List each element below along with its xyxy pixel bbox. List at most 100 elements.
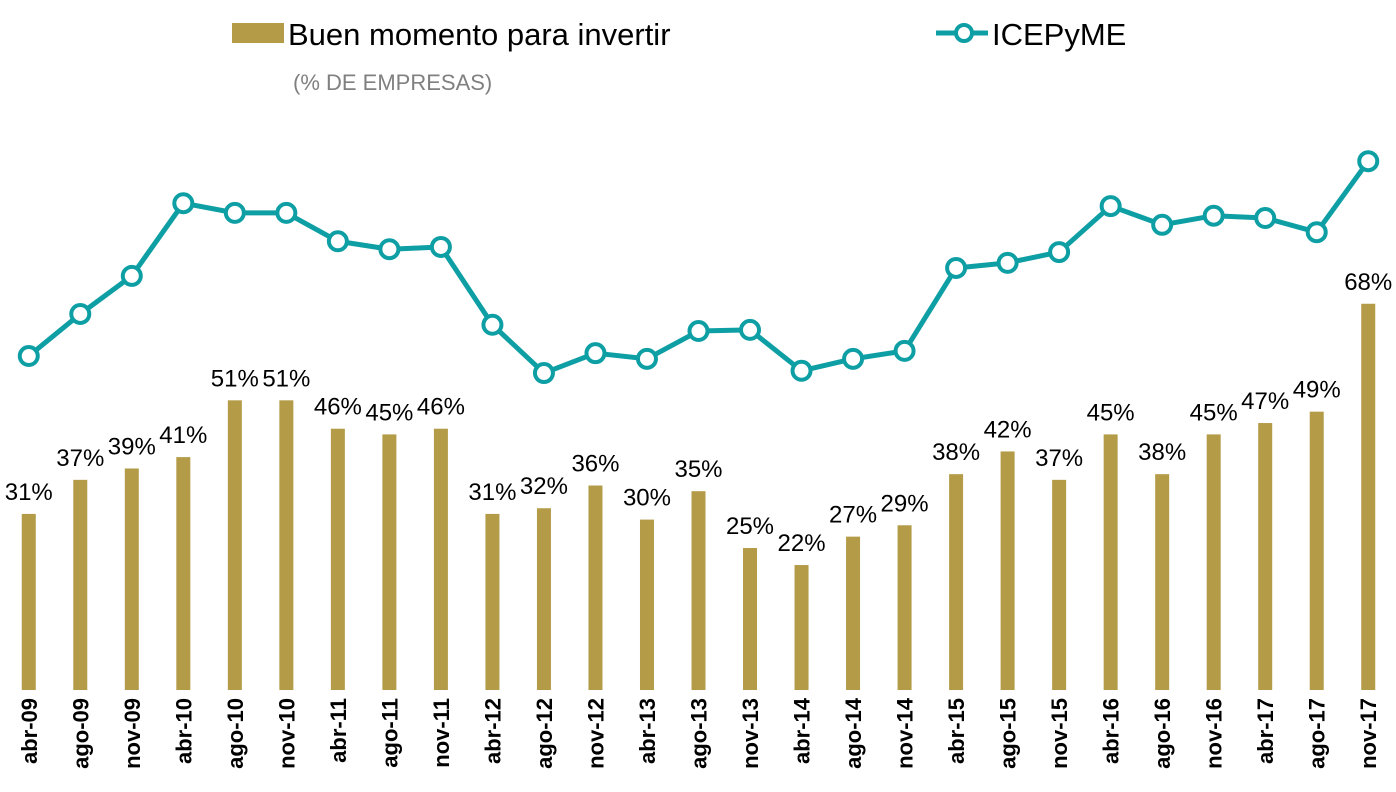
x-tick-label: abr-11: [326, 698, 351, 763]
data-label: 25%: [726, 513, 774, 540]
bar: [846, 536, 861, 690]
bar: [1206, 434, 1221, 690]
x-tick-label: ago-13: [687, 698, 712, 769]
legend: Buen momento para invertir ICEPyME: [232, 17, 1126, 52]
bar: [1103, 434, 1118, 690]
x-tick-label: abr-16: [1099, 698, 1124, 764]
data-label: 37%: [1035, 445, 1083, 472]
data-label: 45%: [1087, 399, 1135, 426]
data-label: 46%: [417, 394, 465, 421]
data-label: 38%: [1138, 439, 1186, 466]
bar: [279, 400, 294, 690]
line-marker: [584, 342, 607, 365]
bar: [1155, 474, 1170, 690]
line-marker: [1048, 241, 1071, 264]
line-marker: [532, 362, 555, 385]
x-tick-label: abr-17: [1253, 698, 1278, 764]
x-tick-label: ago-11: [377, 698, 402, 768]
line-marker: [429, 235, 452, 258]
bar: [897, 525, 912, 690]
data-label: 32%: [520, 473, 568, 500]
x-tick-label: ago-14: [841, 697, 866, 769]
x-tick-label: abr-09: [17, 698, 42, 764]
legend-swatch: [232, 23, 284, 43]
x-tick-label: nov-16: [1202, 698, 1227, 769]
x-tick-label: ago-15: [996, 698, 1021, 769]
x-tick-label: abr-15: [944, 698, 969, 764]
bar: [73, 479, 88, 690]
x-tick-label: nov-13: [738, 698, 763, 769]
line-marker: [1305, 221, 1328, 244]
bar: [124, 468, 139, 690]
line-marker: [223, 201, 246, 224]
line-marker: [172, 192, 195, 215]
data-label: 37%: [56, 445, 104, 472]
line-marker: [790, 359, 813, 382]
line-marker: [1099, 195, 1122, 218]
bar: [691, 491, 706, 690]
line-marker: [69, 302, 92, 325]
x-tick-label: nov-10: [274, 698, 299, 769]
data-label: 68%: [1344, 269, 1392, 296]
x-tick-label: nov-11: [429, 698, 454, 768]
line-marker: [1357, 150, 1380, 173]
legend-marker: [954, 23, 974, 43]
line-marker: [635, 347, 658, 370]
x-tick-label: abr-13: [635, 698, 660, 764]
data-label: 36%: [571, 451, 619, 478]
x-tick-label: ago-16: [1150, 698, 1175, 769]
bar: [1361, 303, 1376, 690]
bar: [639, 519, 654, 690]
line-marker: [893, 339, 916, 362]
bar: [1000, 451, 1015, 690]
data-label: 35%: [674, 456, 722, 483]
data-label: 51%: [211, 365, 259, 392]
bar: [743, 548, 758, 690]
data-label: 22%: [778, 530, 826, 557]
bar: [330, 428, 345, 690]
legend-label: ICEPyME: [992, 17, 1126, 52]
x-tick-label: nov-17: [1356, 698, 1381, 769]
line-marker: [275, 201, 298, 224]
data-label: 41%: [159, 422, 207, 449]
data-label: 39%: [108, 433, 156, 460]
x-tick-label: ago-17: [1305, 698, 1330, 769]
x-tick-label: ago-09: [68, 698, 93, 769]
line-marker: [326, 230, 349, 253]
data-label: 45%: [1190, 399, 1238, 426]
x-tick-label: ago-10: [223, 698, 248, 769]
data-label: 31%: [468, 479, 516, 506]
line-marker: [17, 345, 40, 368]
data-label: 45%: [365, 399, 413, 426]
x-tick-label: abr-12: [480, 698, 505, 764]
data-label: 30%: [623, 485, 671, 512]
bar: [21, 513, 36, 690]
line-marker: [1151, 213, 1174, 236]
bar: [1258, 423, 1273, 690]
x-tick-label: nov-14: [893, 697, 918, 769]
data-label: 31%: [5, 479, 53, 506]
bar: [485, 513, 500, 690]
bar: [536, 508, 551, 690]
line-marker: [687, 320, 710, 343]
bar: [949, 474, 964, 690]
x-tick-label: nov-12: [583, 698, 608, 769]
data-label: 46%: [314, 394, 362, 421]
legend-label: Buen momento para invertir: [288, 17, 671, 52]
data-label: 47%: [1241, 388, 1289, 415]
x-tick-label: abr-10: [171, 698, 196, 764]
bar: [1309, 411, 1324, 690]
line-marker: [481, 313, 504, 336]
line-marker: [945, 256, 968, 279]
data-label: 51%: [262, 365, 310, 392]
line-marker: [842, 347, 865, 370]
data-label: 38%: [932, 439, 980, 466]
bar: [227, 400, 242, 690]
x-tick-label: abr-14: [790, 697, 815, 764]
data-label: 27%: [829, 502, 877, 529]
bar: [588, 485, 603, 690]
line-marker: [739, 318, 762, 341]
x-tick-label: ago-12: [532, 698, 557, 769]
data-label: 42%: [984, 416, 1032, 443]
